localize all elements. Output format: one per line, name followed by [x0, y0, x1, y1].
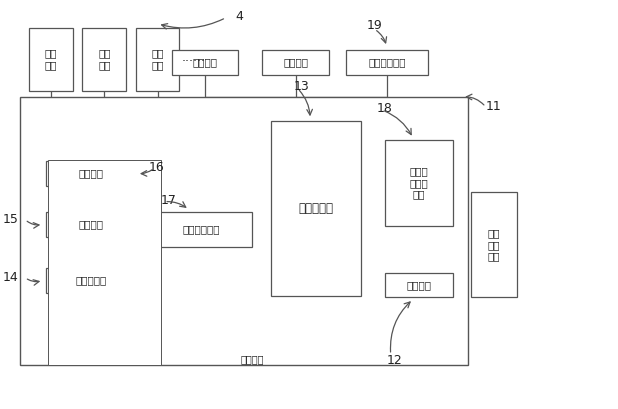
Text: 保护电路: 保护电路 — [78, 169, 103, 179]
Bar — [385, 273, 453, 297]
Text: 监测
对象: 监测 对象 — [98, 49, 111, 70]
Text: 4: 4 — [235, 10, 243, 23]
Text: 18: 18 — [377, 102, 392, 115]
Bar — [172, 50, 238, 74]
Bar — [271, 121, 361, 296]
Bar — [29, 28, 73, 91]
Bar — [472, 192, 517, 297]
Bar — [346, 50, 428, 74]
Bar — [136, 28, 179, 91]
Text: 电源模块: 电源模块 — [407, 280, 432, 290]
Bar — [385, 140, 453, 226]
Text: 17: 17 — [161, 194, 177, 207]
Bar — [46, 161, 136, 186]
Bar — [46, 212, 136, 237]
Text: 电源
开关
按钮: 电源 开关 按钮 — [488, 228, 500, 261]
Text: 16: 16 — [149, 161, 165, 174]
Text: 监测
对象: 监测 对象 — [151, 49, 164, 70]
Bar — [48, 160, 161, 365]
Bar — [263, 50, 329, 74]
Bar — [46, 268, 136, 293]
Text: 参数采集装置: 参数采集装置 — [182, 225, 220, 234]
Text: 第一信
号发送
装置: 第一信 号发送 装置 — [410, 166, 428, 200]
Bar — [150, 212, 252, 247]
Text: 14: 14 — [3, 271, 19, 284]
Text: 11: 11 — [486, 100, 502, 113]
Text: 12: 12 — [387, 354, 403, 366]
Text: 19: 19 — [366, 19, 383, 32]
Bar — [82, 28, 126, 91]
Text: 控制信号: 控制信号 — [240, 354, 264, 364]
Bar — [20, 97, 468, 365]
Text: 停止按钮: 停止按钮 — [192, 57, 218, 67]
Text: ......: ...... — [182, 51, 206, 64]
Text: 逻辑控制器: 逻辑控制器 — [298, 202, 334, 215]
Text: 开关电路: 开关电路 — [78, 219, 103, 229]
Text: 电源发生器: 电源发生器 — [75, 276, 106, 285]
Text: 监测
对象: 监测 对象 — [44, 49, 57, 70]
Text: 开关按钮: 开关按钮 — [283, 57, 308, 67]
Text: 13: 13 — [294, 80, 310, 93]
Text: 15: 15 — [3, 213, 19, 226]
Text: 第一显示装置: 第一显示装置 — [368, 57, 405, 67]
